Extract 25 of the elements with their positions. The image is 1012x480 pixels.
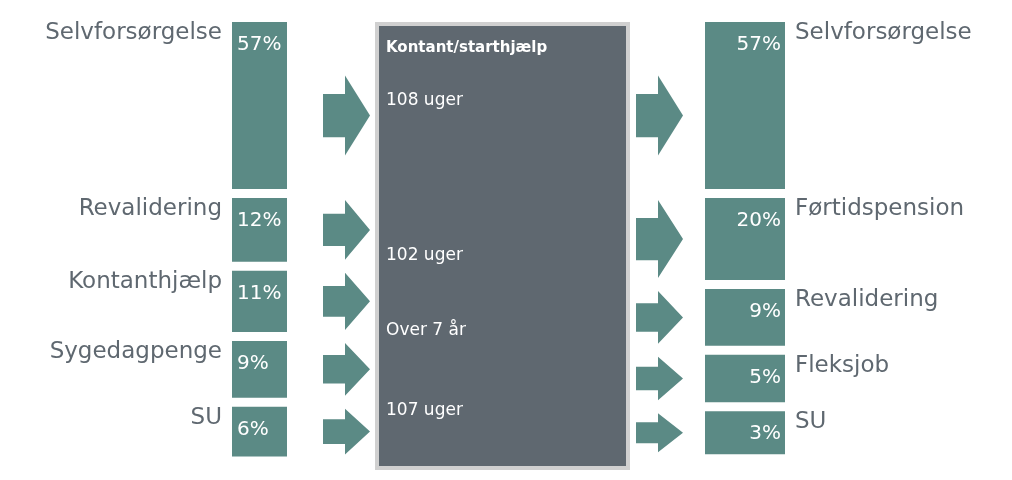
data-label: 11%	[237, 279, 282, 304]
data-label: 12%	[237, 207, 282, 232]
data-label: 57%	[237, 31, 282, 55]
category-label: Revalidering	[78, 194, 222, 221]
data-label: 9%	[237, 350, 269, 374]
text: Over 7 år	[386, 319, 466, 339]
text: Kontant/starthjælp	[386, 38, 548, 56]
category-label: Selvforsørgelse	[795, 18, 972, 44]
text: 107 uger	[386, 399, 463, 419]
category-label: Fleksjob	[795, 350, 890, 377]
category-label: SU	[190, 402, 222, 429]
data-label: 3%	[749, 420, 781, 445]
category-label: Kontanthjælp	[68, 266, 222, 293]
data-label: 6%	[237, 415, 269, 440]
data-label: 5%	[749, 363, 781, 388]
text: 108 uger	[386, 89, 463, 109]
category-label: Sygedagpenge	[49, 337, 222, 363]
data-label: 20%	[736, 207, 781, 232]
text: 102 uger	[386, 244, 463, 264]
category-label: Revalidering	[795, 285, 939, 312]
data-label: 9%	[749, 298, 781, 323]
data-label: 57%	[736, 31, 781, 55]
category-label: Selvforsørgelse	[45, 18, 222, 44]
category-label: SU	[795, 407, 827, 434]
category-label: Førtidspension	[795, 194, 965, 221]
